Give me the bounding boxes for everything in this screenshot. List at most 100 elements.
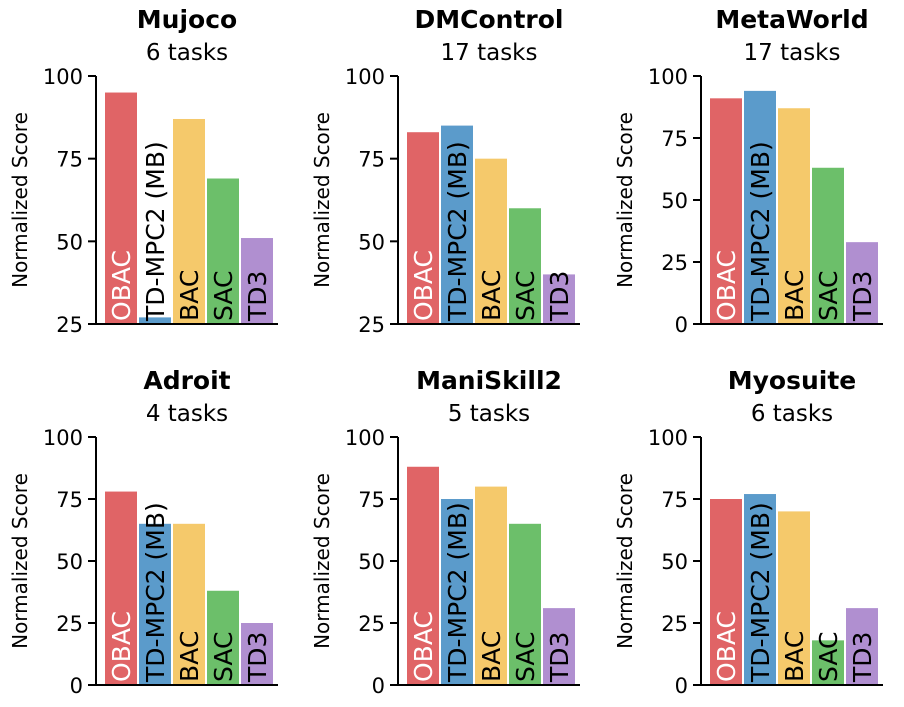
bar-td-mpc2-mb	[744, 90, 776, 324]
chart-panel-dmcontrol: DMControl 17 tasks OBAC TD-MPC2 (MB) BAC SAC T…	[310, 5, 580, 337]
bar-td-mpc2-mb	[441, 499, 473, 685]
bar-label: OBAC	[107, 611, 136, 682]
bar-obac	[105, 92, 137, 325]
bar-td3	[846, 242, 878, 324]
bar-sac	[509, 208, 541, 324]
y-tick-label: 0	[70, 674, 83, 698]
y-tick-label: 75	[358, 488, 385, 512]
chart-subtitle: 5 tasks	[448, 401, 530, 427]
bar-label: SAC	[511, 271, 540, 321]
y-tick-label: 50	[661, 189, 688, 213]
chart-subtitle: 17 tasks	[441, 40, 538, 66]
bar-label: TD3	[243, 271, 272, 322]
y-tick-label: 25	[661, 612, 688, 636]
bar-label: TD3	[848, 632, 877, 683]
bar-bac	[475, 486, 507, 685]
y-tick-label: 75	[661, 488, 688, 512]
bar-sac	[812, 640, 844, 685]
chart-subtitle: 6 tasks	[751, 401, 833, 427]
bar-label: TD-MPC2 (MB)	[746, 502, 775, 683]
bar-td3	[543, 274, 575, 324]
y-tick-label: 50	[358, 230, 385, 254]
bar-label: BAC	[477, 270, 506, 321]
bar-label: TD-MPC2 (MB)	[141, 502, 170, 683]
chart-title: Adroit	[143, 366, 230, 395]
y-axis-label: Normalized Score	[8, 473, 32, 649]
y-tick-label: 0	[675, 313, 688, 337]
bar-td3	[543, 608, 575, 685]
y-tick-label: 25	[56, 612, 83, 636]
y-tick-label: 50	[358, 550, 385, 574]
chart-title: DMControl	[415, 5, 564, 34]
bar-label: OBAC	[107, 250, 136, 321]
y-axis-label: Normalized Score	[310, 473, 334, 649]
bar-sac	[207, 590, 239, 685]
bar-sac	[812, 167, 844, 324]
chart-title: ManiSkill2	[416, 366, 562, 395]
bar-label: BAC	[175, 631, 204, 682]
bar-sac	[207, 178, 239, 324]
bar-label: SAC	[511, 632, 540, 682]
chart-title: Mujoco	[137, 5, 237, 34]
bar-bac	[778, 108, 810, 325]
y-tick-label: 25	[358, 313, 385, 337]
y-tick-label: 100	[345, 426, 385, 450]
bar-label: SAC	[209, 632, 238, 682]
bar-label: SAC	[814, 632, 843, 682]
bar-label: TD-MPC2 (MB)	[141, 141, 170, 322]
chart-panel-mujoco: Mujoco 6 tasks OBAC TD-MPC2 (MB) BAC SAC TD3 25…	[8, 5, 278, 337]
bar-td-mpc2-mb	[139, 523, 171, 685]
chart-subtitle: 17 tasks	[744, 40, 841, 66]
bar-td3	[241, 238, 273, 324]
bar-bac	[778, 511, 810, 685]
bar-obac	[407, 132, 439, 324]
chart-title: MetaWorld	[715, 5, 868, 34]
bar-td-mpc2-mb	[744, 494, 776, 685]
y-tick-label: 50	[661, 550, 688, 574]
bar-td3	[846, 608, 878, 685]
y-tick-label: 50	[56, 550, 83, 574]
bar-bac	[475, 158, 507, 324]
chart-panel-adroit: Adroit 4 tasks OBAC TD-MPC2 (MB) BAC SAC TD3 0 2…	[8, 366, 278, 698]
chart-panel-metaworld: MetaWorld 17 tasks OBAC TD-MPC2 (MB) BAC SAC T…	[613, 5, 883, 337]
y-tick-label: 0	[372, 674, 385, 698]
bar-label: OBAC	[409, 611, 438, 682]
bar-label: OBAC	[712, 250, 741, 321]
bar-bac	[173, 118, 205, 324]
chart-subtitle: 6 tasks	[146, 40, 228, 66]
y-tick-label: 75	[358, 148, 385, 172]
bar-obac	[407, 466, 439, 685]
bar-label: TD3	[545, 271, 574, 322]
chart-subtitle: 4 tasks	[146, 401, 228, 427]
bar-label: OBAC	[409, 250, 438, 321]
bar-td3	[241, 623, 273, 685]
bar-bac	[173, 523, 205, 685]
bar-label: TD-MPC2 (MB)	[443, 502, 472, 683]
bar-label: TD3	[243, 632, 272, 683]
y-tick-label: 50	[56, 230, 83, 254]
bar-obac	[105, 491, 137, 685]
y-tick-label: 100	[345, 65, 385, 89]
y-tick-label: 100	[43, 65, 83, 89]
chart-title: Myosuite	[728, 366, 857, 395]
y-tick-label: 75	[56, 488, 83, 512]
bar-obac	[710, 98, 742, 324]
bar-label: BAC	[175, 270, 204, 321]
bar-label: SAC	[814, 271, 843, 321]
bar-label: BAC	[477, 631, 506, 682]
y-tick-label: 25	[358, 612, 385, 636]
chart-panel-myosuite: Myosuite 6 tasks OBAC TD-MPC2 (MB) BAC SAC TD3…	[613, 366, 883, 698]
bar-label: TD3	[545, 632, 574, 683]
bar-label: BAC	[780, 270, 809, 321]
bar-sac	[509, 523, 541, 685]
bar-td-mpc2-mb	[139, 317, 171, 324]
y-tick-label: 100	[648, 65, 688, 89]
y-axis-label: Normalized Score	[613, 112, 637, 288]
y-tick-label: 75	[661, 127, 688, 151]
chart-panel-maniskill2: ManiSkill2 5 tasks OBAC TD-MPC2 (MB) BAC SAC T…	[310, 366, 580, 698]
bar-td-mpc2-mb	[441, 125, 473, 324]
y-axis-label: Normalized Score	[8, 112, 32, 288]
y-tick-label: 0	[675, 674, 688, 698]
